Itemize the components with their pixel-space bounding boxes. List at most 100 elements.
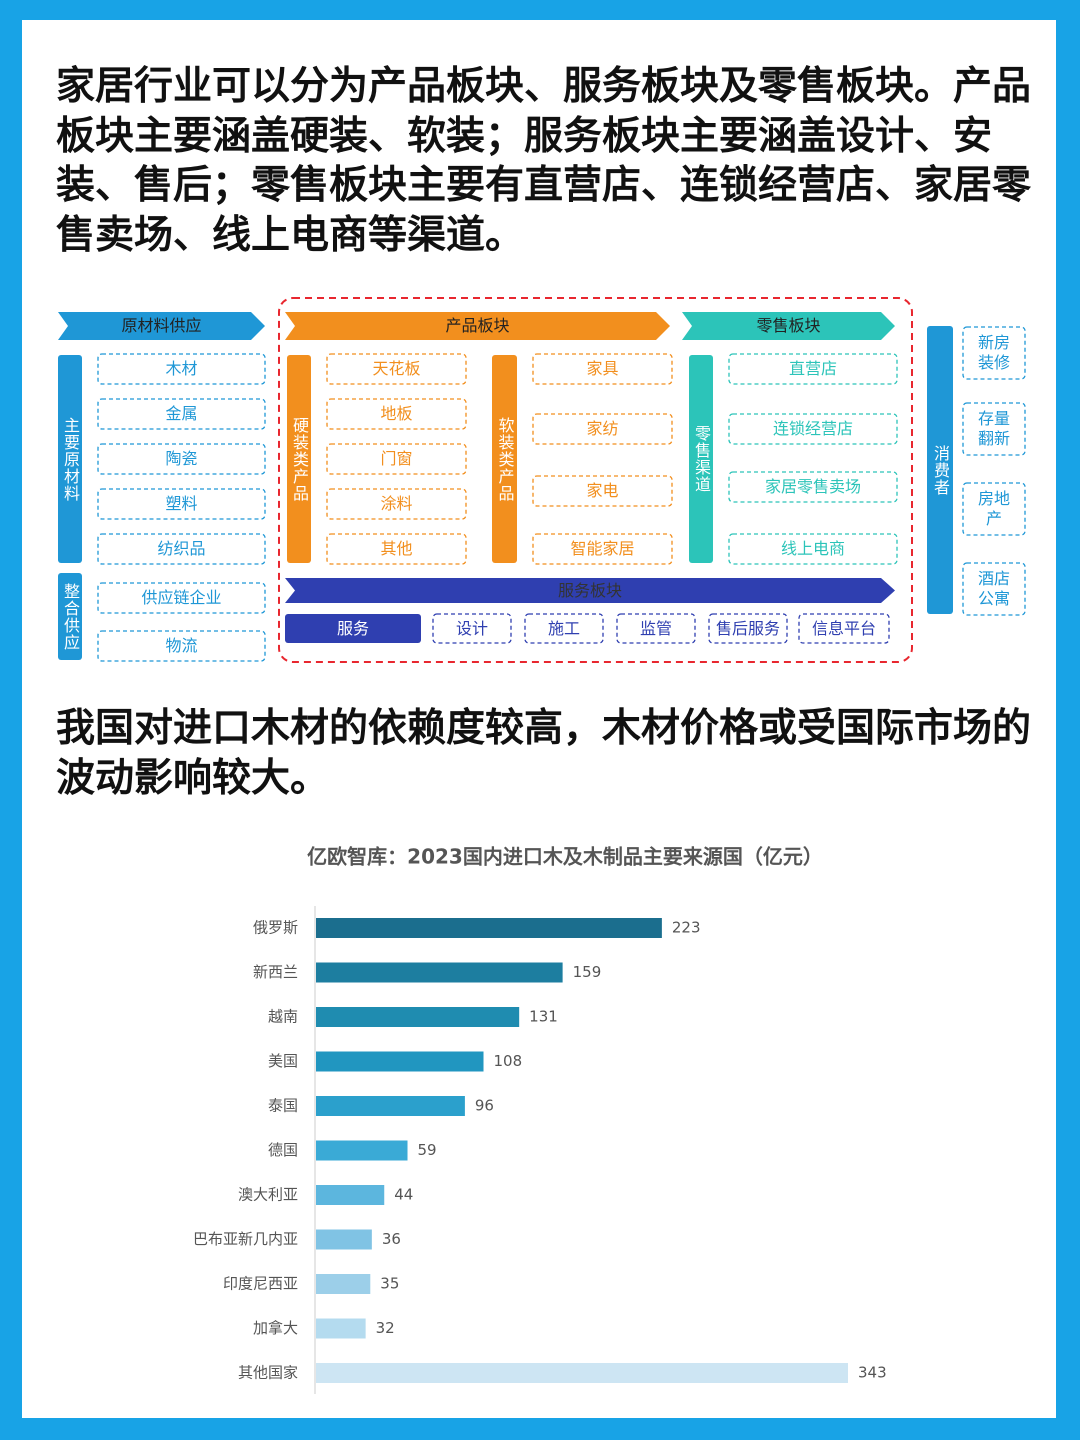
hard-item-box [326, 443, 467, 475]
bar [316, 1318, 366, 1339]
service-item-box [798, 613, 890, 644]
material-item: 陶瓷 [165, 449, 198, 468]
bar [316, 1229, 372, 1250]
retail-title: 零售板块 [756, 316, 821, 335]
bar [316, 1096, 465, 1116]
category-label: 加拿大 [253, 1319, 298, 1337]
integrated-item: 物流 [165, 636, 198, 655]
hard-item: 地板 [380, 404, 413, 423]
service-item: 服务 [336, 618, 369, 638]
retail-item-box [728, 353, 898, 385]
main-material-label-bar [58, 355, 82, 563]
bar [316, 962, 563, 983]
hard-item-box [326, 533, 467, 565]
retail-item-box [728, 533, 898, 565]
category-label: 巴布亚新几内亚 [193, 1230, 298, 1248]
service-title-arrow [285, 578, 895, 603]
hard-label-bar [287, 355, 311, 563]
chart-title: 亿欧智库：2023国内进口木及木制品主要来源国（亿元） [307, 845, 823, 869]
service-item-box [524, 613, 604, 644]
category-label: 澳大利亚 [238, 1186, 298, 1204]
value-label: 343 [858, 1364, 887, 1382]
soft-item: 家纺 [586, 419, 619, 438]
value-label: 44 [394, 1186, 413, 1204]
channel-label: 零售渠道 [692, 425, 711, 493]
bar [316, 1185, 385, 1205]
value-label: 59 [418, 1141, 437, 1159]
material-item-box [97, 488, 266, 520]
consumer-item-box [962, 326, 1026, 380]
hard-item: 涂料 [380, 494, 413, 513]
consumer-item: 新房装修 [977, 333, 1010, 372]
material-item: 纺织品 [157, 539, 206, 558]
service-item: 信息平台 [811, 618, 876, 638]
category-label: 印度尼西亚 [223, 1275, 298, 1293]
retail-item: 线上电商 [780, 539, 845, 558]
value-label: 96 [475, 1097, 494, 1115]
consumer-item: 存量翻新 [977, 409, 1010, 448]
supply-title-arrow [58, 312, 265, 340]
service-item-bar [285, 614, 421, 643]
soft-item-box [532, 475, 673, 507]
hard-item-box [326, 398, 467, 430]
hard-item-box [326, 353, 467, 385]
product-title-arrow [285, 312, 670, 340]
retail-title-arrow [682, 312, 895, 340]
category-label: 美国 [268, 1052, 298, 1070]
bar [316, 1140, 408, 1161]
service-item-box [432, 613, 512, 644]
hard-item: 天花板 [372, 359, 421, 378]
main-material-label: 主要原材料 [61, 416, 80, 502]
intro-text: 家居行业可以分为产品板块、服务板块及零售板块。产品板块主要涵盖硬装、软装；服务板… [56, 64, 1032, 258]
retail-item-box [728, 471, 898, 503]
material-item: 木材 [165, 359, 198, 378]
category-label: 德国 [268, 1141, 298, 1159]
hard-item-box [326, 488, 467, 520]
soft-item-box [532, 353, 673, 385]
category-label: 俄罗斯 [253, 919, 298, 937]
hard-item: 门窗 [380, 449, 413, 468]
category-label: 越南 [268, 1008, 298, 1026]
category-label: 泰国 [268, 1097, 298, 1115]
retail-item: 家居零售卖场 [764, 477, 861, 496]
material-item-box [97, 353, 266, 385]
value-label: 223 [672, 919, 701, 937]
consumer-item-box [962, 402, 1026, 456]
material-item-box [97, 533, 266, 565]
material-item-box [97, 398, 266, 430]
category-label: 其他国家 [238, 1364, 298, 1382]
consumer-label: 消费者 [931, 444, 950, 496]
retail-item-box [728, 413, 898, 445]
value-label: 108 [494, 1052, 523, 1070]
bar [316, 1274, 371, 1294]
retail-item: 直营店 [788, 359, 837, 378]
consumer-item: 酒店公寓 [977, 569, 1010, 608]
consumer-item-box [962, 562, 1026, 616]
service-item-box [708, 613, 788, 644]
service-title: 服务板块 [557, 580, 622, 600]
supply-title: 原材料供应 [121, 316, 202, 335]
material-item: 塑料 [165, 494, 198, 513]
value-label: 35 [380, 1275, 399, 1293]
hard-item: 其他 [380, 539, 413, 558]
soft-label: 软装类产品 [495, 416, 515, 502]
service-item: 售后服务 [715, 618, 780, 638]
soft-item-box [532, 413, 673, 445]
value-label: 131 [529, 1008, 558, 1026]
soft-item: 智能家居 [570, 539, 635, 558]
integrated-item-box [97, 630, 266, 662]
integrated-item: 供应链企业 [141, 588, 222, 607]
category-label: 新西兰 [253, 963, 298, 981]
bar [316, 1363, 848, 1383]
note-text: 我国对进口木材的依赖度较高，木材价格或受国际市场的波动影响较大。 [56, 706, 1032, 801]
bar [316, 1007, 520, 1027]
service-item-box [616, 613, 696, 644]
value-label: 36 [382, 1230, 401, 1248]
consumer-item: 房地产 [977, 489, 1010, 528]
integrated-item-box [97, 582, 266, 614]
value-label: 159 [573, 963, 602, 981]
product-title: 产品板块 [445, 316, 510, 335]
soft-item: 家电 [586, 481, 619, 500]
